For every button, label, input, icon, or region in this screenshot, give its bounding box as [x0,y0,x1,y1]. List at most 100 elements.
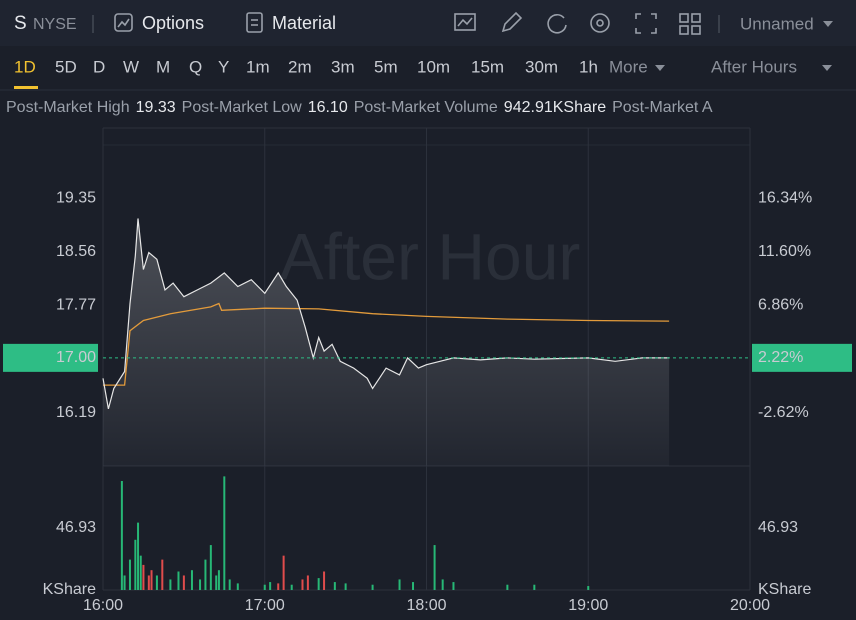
settings-icon[interactable] [590,13,610,33]
volume-bar [204,559,207,590]
y2-tick-label: 2.22% [758,349,803,366]
y-tick-label: 19.35 [56,189,96,206]
timeframe-tab[interactable]: 1m [246,57,270,76]
y2-tick-label: 16.34% [758,189,812,206]
volume-tick-label: 46.93 [56,519,96,536]
volume-bar [441,579,444,590]
material-icon[interactable] [246,12,263,33]
timeframe-tab[interactable]: 1h [579,57,598,76]
volume-bar [150,570,153,590]
volume-bar [433,545,436,590]
volume-bar [123,575,126,590]
volume-bar [290,584,293,590]
volume-bar [209,545,212,590]
volume-bar [169,579,172,590]
volume-bar [137,522,140,590]
stat-label: Post-Market A [612,99,713,116]
options-button[interactable]: Options [142,13,204,33]
stat-label: Post-Market Low [182,99,302,116]
layout-icon [691,13,701,23]
x-tick-label: 17:00 [245,597,285,614]
volume-bar [223,476,226,590]
timeframe-tab[interactable]: 15m [471,57,504,76]
timeframe-tab[interactable]: 3m [331,57,355,76]
volume-bar [506,584,509,590]
y2-tick-label: 6.86% [758,297,803,314]
volume-bar [147,575,150,590]
stat-value: 16.10 [308,99,348,116]
toolbar [0,0,856,46]
volume-bar [398,579,401,590]
y2-tick-label: 11.60% [758,243,811,260]
stat-value: 942.91KShare [504,99,606,116]
dropdown-arrow [822,65,832,71]
volume-bar [190,570,193,590]
volume-bar [371,584,374,590]
price-line [102,218,670,410]
dropdown-arrow [655,65,665,71]
volume-bar [263,584,266,590]
stat-label: Post-Market Volume [354,99,498,116]
timeframe-tab[interactable]: 1D [14,57,36,76]
timeframe-tab[interactable]: Q [189,57,202,76]
timeframe-tab[interactable]: 2m [288,57,312,76]
volume-bar [236,583,239,590]
timeframe-tab[interactable]: D [93,57,105,76]
options-icon-line [117,18,130,28]
options-icon[interactable] [114,13,133,32]
timeframe-tab[interactable]: 30m [525,57,558,76]
stat-value: 19.33 [136,99,176,116]
refresh-icon[interactable] [547,13,567,34]
volume-bar [317,578,320,590]
price-tag [3,343,98,372]
symbol[interactable]: S [14,13,27,34]
draw-icon[interactable] [501,11,523,33]
volume-bar [128,559,131,590]
timeframe-tab[interactable]: 5D [55,57,77,76]
volume-unit: KShare [43,581,96,598]
stat-label: Post-Market High [6,99,130,116]
active-tab-underline [14,86,38,89]
volume-bar [306,575,309,590]
exchange: NYSE [33,16,77,33]
volume-bar [177,571,180,590]
layout-icon [691,25,701,35]
y-tick-label: 18.56 [56,243,96,260]
percent-tag [752,343,852,372]
timeframe-tab[interactable]: M [156,57,170,76]
indicator-icon[interactable] [454,13,476,31]
x-tick-label: 18:00 [406,597,446,614]
volume-bar [333,582,336,590]
volume-bar [323,571,326,590]
volume-bar [587,586,590,590]
timeframe-tab[interactable]: 5m [374,57,398,76]
volume-bar [120,481,123,590]
dropdown-arrow [823,21,833,27]
x-tick-label: 19:00 [568,597,608,614]
material-button[interactable]: Material [272,13,336,33]
volume-unit: KShare [758,581,811,598]
average-line [103,302,670,386]
layout-menu[interactable]: Unnamed [740,14,814,33]
volume-bar [217,570,220,590]
tool-icons [454,11,701,35]
volume-bar [282,555,285,590]
fullscreen-icon[interactable] [635,13,657,34]
volume-bar [269,582,272,590]
timeframe-tab[interactable]: Y [218,57,229,76]
session-select[interactable]: After Hours [711,57,797,76]
timeframe-tab[interactable]: 10m [417,57,450,76]
stats-row: Post-Market High 19.33 Post-Market Low 16.1… [6,99,713,116]
more-tab[interactable]: More [609,57,648,76]
volume-bar [161,559,164,590]
volume-bar [344,583,347,590]
volume-bar [215,575,218,590]
timeframe-tab[interactable]: W [123,57,139,76]
volume-tick-label: 46.93 [758,519,798,536]
volume-bar [182,575,185,590]
volume-bar [155,575,158,590]
volume-bar [412,582,415,590]
volume-bar [199,579,202,590]
layout-icon[interactable] [679,13,689,23]
